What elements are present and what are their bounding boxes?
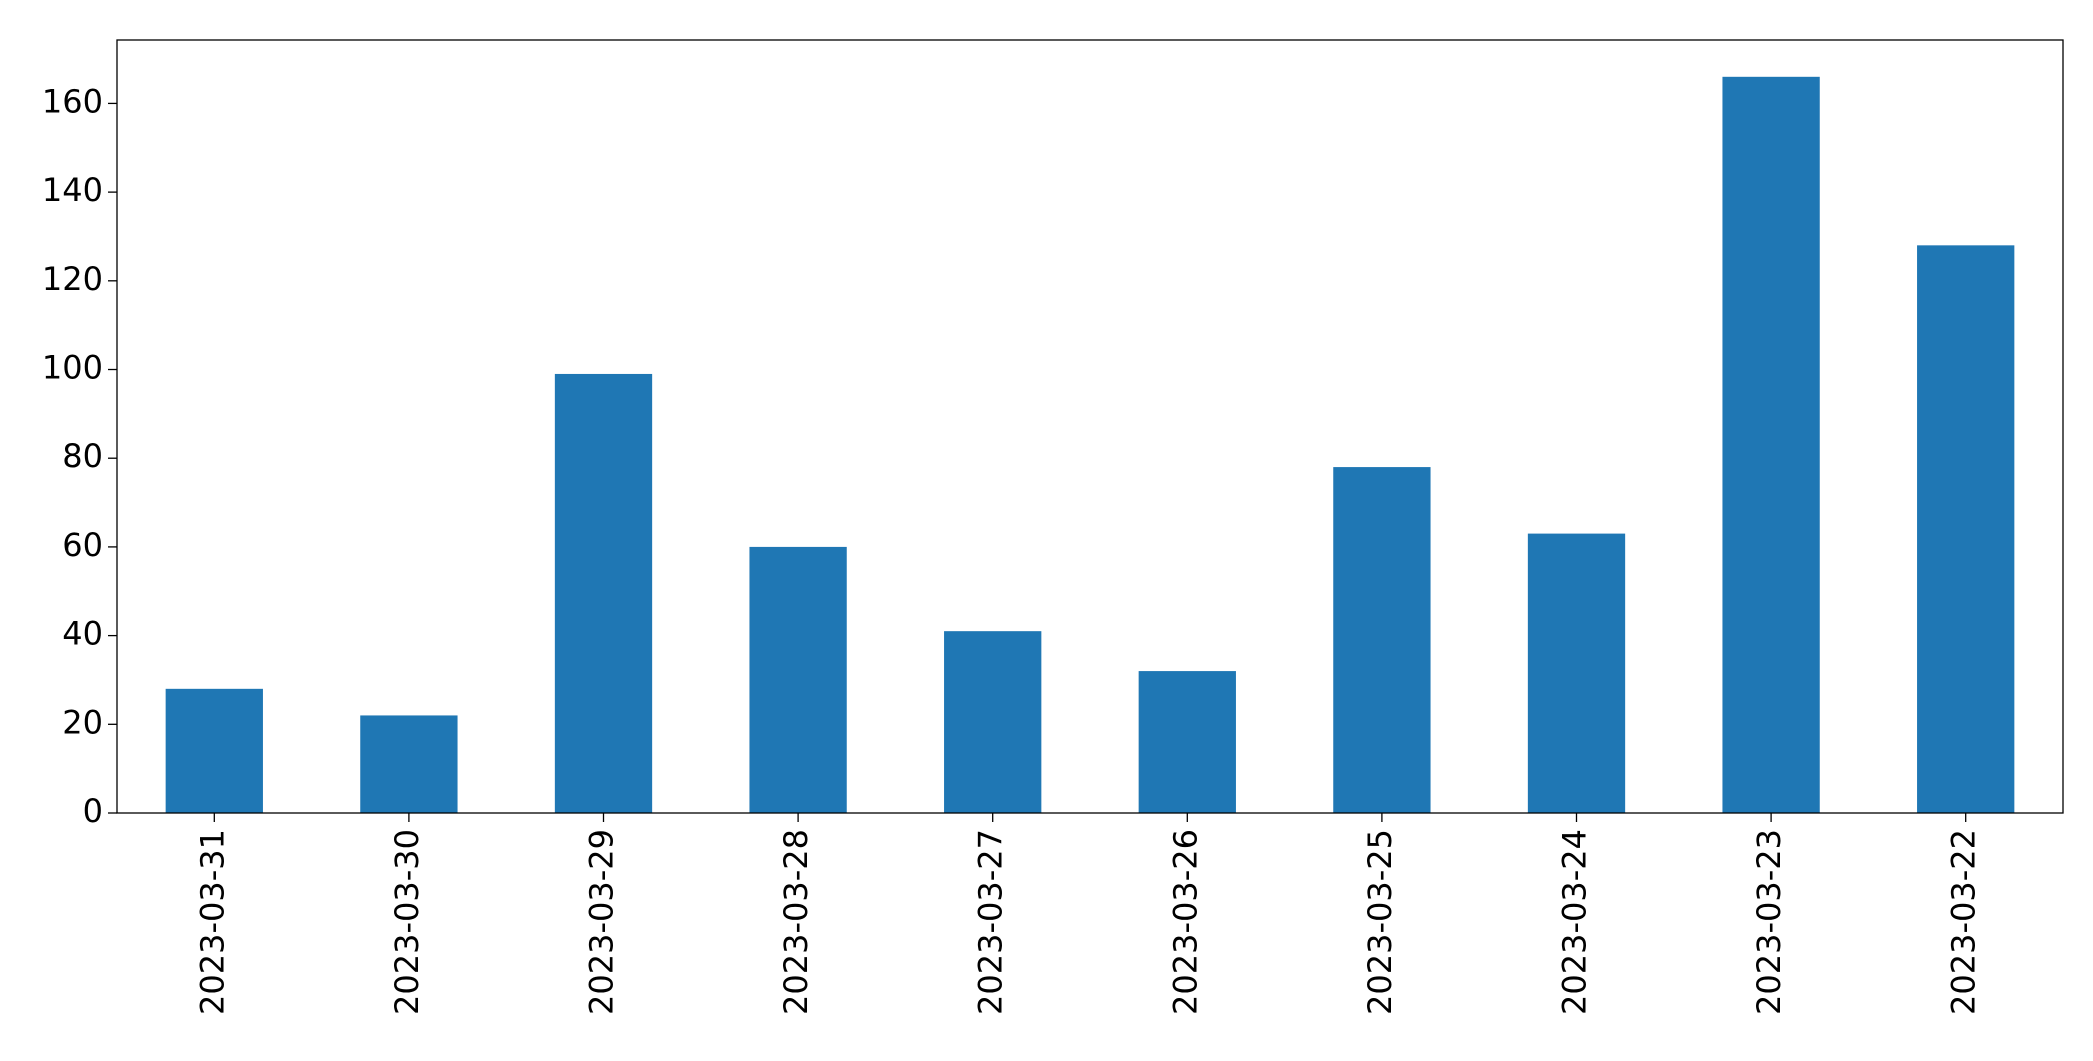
- x-tick-label: 2023-03-28: [777, 829, 815, 1015]
- bar: [554, 373, 653, 813]
- bar: [360, 715, 458, 813]
- y-tick-label: 40: [62, 615, 103, 653]
- x-tick-label: 2023-03-29: [583, 829, 621, 1015]
- y-tick-label: 140: [42, 171, 103, 209]
- bar: [1527, 533, 1626, 813]
- bar: [1917, 245, 2015, 813]
- x-tick-label: 2023-03-25: [1361, 829, 1399, 1015]
- x-tick-label: 2023-03-31: [193, 829, 231, 1015]
- y-tick-label: 20: [62, 703, 103, 741]
- bar: [1333, 467, 1431, 813]
- bar: [1138, 671, 1236, 813]
- x-tick-label: 2023-03-26: [1166, 829, 1204, 1015]
- x-tick-label: 2023-03-27: [972, 829, 1010, 1015]
- y-tick-label: 160: [42, 82, 103, 120]
- bar: [749, 546, 847, 813]
- x-tick-label: 2023-03-30: [388, 829, 426, 1015]
- x-tick-label: 2023-03-22: [1945, 829, 1983, 1015]
- bar: [1722, 76, 1820, 814]
- y-tick-label: 120: [42, 260, 103, 298]
- y-tick-label: 80: [62, 437, 103, 475]
- y-tick-label: 60: [62, 526, 103, 564]
- y-tick-label: 0: [83, 792, 103, 830]
- bar: [944, 631, 1042, 813]
- x-tick-label: 2023-03-24: [1556, 829, 1594, 1015]
- x-tick-label: 2023-03-23: [1750, 829, 1788, 1015]
- axes-frame: [116, 39, 2064, 814]
- bar: [165, 688, 263, 813]
- y-tick-label: 100: [42, 349, 103, 387]
